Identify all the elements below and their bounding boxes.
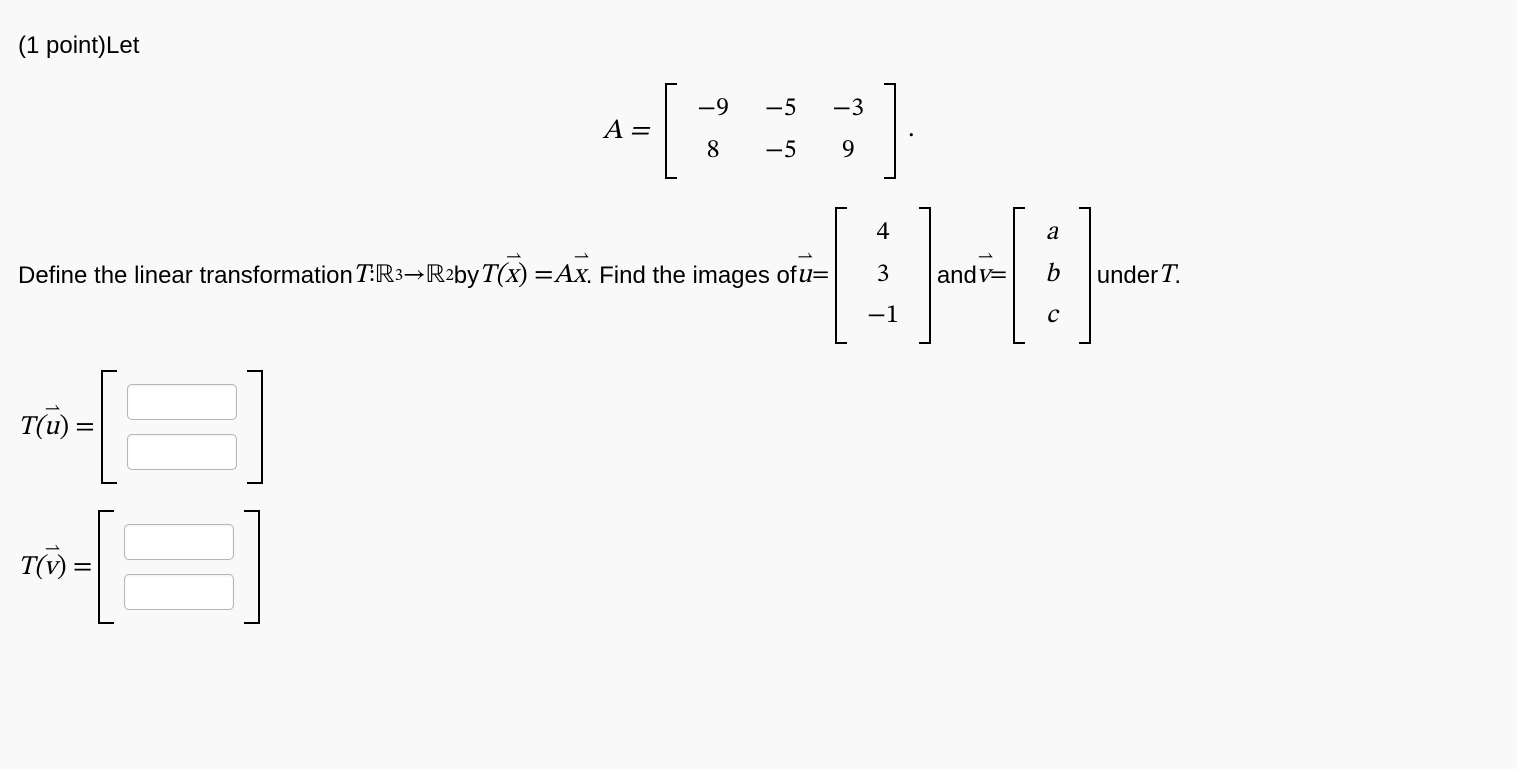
u-eq: = (812, 260, 829, 291)
def-Tx-open: T( (479, 258, 505, 293)
bracket-left (1013, 207, 1025, 344)
A-cell: 9 (824, 131, 873, 173)
matrix-A-period: . (908, 114, 914, 148)
vector-u-body: 4 3 −1 (847, 207, 919, 344)
A-cell: −3 (815, 89, 883, 131)
bracket-right (1079, 207, 1091, 344)
A-cell: −5 (747, 131, 815, 173)
A-equals: A = (602, 113, 649, 149)
Tv-input-2[interactable] (124, 574, 234, 610)
bracket-left (665, 83, 677, 179)
def-findimg: . Find the images of (586, 260, 797, 291)
vector-v: a b c (1013, 207, 1091, 344)
vector-u: 4 3 −1 (835, 207, 931, 344)
matrix-A-body: −9 −5 −3 8 −5 9 (677, 83, 884, 179)
Tu-label-open: T( (18, 410, 44, 445)
def-dim-from: 3 (395, 265, 403, 287)
u-cell: −1 (849, 296, 917, 338)
bracket-right (247, 370, 263, 484)
let-label: Let (106, 30, 139, 61)
def-under-T: T (1158, 258, 1174, 293)
def-R-from: ℝ (375, 258, 395, 293)
def-R-to: ℝ (426, 258, 446, 293)
vector-arrow-icon: ⇀ (44, 399, 59, 420)
A-cell: −9 (679, 89, 747, 131)
def-dim-to: 2 (445, 265, 453, 287)
def-T: T (353, 258, 369, 293)
vector-arrow-icon: ⇀ (797, 247, 812, 268)
bracket-left (101, 370, 117, 484)
bracket-right (884, 83, 896, 179)
vector-arrow-icon: ⇀ (505, 247, 518, 268)
def-period: . (1174, 260, 1181, 291)
def-under: under (1097, 260, 1158, 291)
def-text-1: Define the linear transformation (18, 260, 353, 291)
Tu-input-1[interactable] (127, 384, 237, 420)
v-cell: a (1028, 213, 1076, 255)
bracket-right (244, 510, 260, 624)
u-vec: ⇀u (797, 258, 812, 293)
definition-line: Define the linear transformation T : ℝ3 … (18, 207, 1499, 344)
Tu-input-2[interactable] (127, 434, 237, 470)
Tv-answer-vector (98, 510, 260, 624)
def-Tx-close: ) = (518, 258, 553, 293)
Tv-label-open: T( (18, 550, 44, 585)
Tv-v-vec: ⇀v (44, 550, 57, 585)
Tv-answer-body (114, 510, 244, 624)
u-cell: 3 (859, 255, 908, 297)
u-cell: 4 (859, 213, 908, 255)
Tu-answer-body (117, 370, 247, 484)
matrix-A-row: A = −9 −5 −3 8 −5 9 . (18, 83, 1499, 179)
Tv-label-close: ) = (57, 550, 92, 585)
Tu-label-close: ) = (59, 410, 94, 445)
v-vec: ⇀v (977, 258, 990, 293)
v-cell: c (1028, 296, 1076, 338)
Tv-input-1[interactable] (124, 524, 234, 560)
def-and: and (937, 260, 977, 291)
bracket-right (919, 207, 931, 344)
points-label: (1 point) (18, 30, 106, 61)
vector-arrow-icon: ⇀ (977, 247, 990, 268)
matrix-A: −9 −5 −3 8 −5 9 (665, 83, 896, 179)
def-x-vec: ⇀x (505, 258, 518, 293)
bracket-left (835, 207, 847, 344)
bracket-left (98, 510, 114, 624)
Tu-u-vec: ⇀u (44, 410, 59, 445)
Tv-row: T(⇀v) = (18, 510, 1499, 624)
v-cell: b (1027, 255, 1077, 297)
A-cell: −5 (747, 89, 815, 131)
def-Ax-x: ⇀x (573, 258, 586, 293)
A-cell: 8 (689, 131, 738, 173)
vector-v-body: a b c (1025, 207, 1079, 344)
problem-page: (1 point) Let A = −9 −5 −3 8 −5 9 . Defi… (0, 0, 1517, 769)
def-by: by (454, 260, 479, 291)
vector-arrow-icon: ⇀ (44, 539, 57, 560)
def-arrow: → (403, 260, 426, 291)
Tu-answer-vector (101, 370, 263, 484)
def-Ax-A: A (553, 258, 572, 293)
Tu-row: T(⇀u) = (18, 370, 1499, 484)
vector-arrow-icon: ⇀ (573, 247, 586, 268)
intro-line: (1 point) Let (18, 30, 1499, 61)
